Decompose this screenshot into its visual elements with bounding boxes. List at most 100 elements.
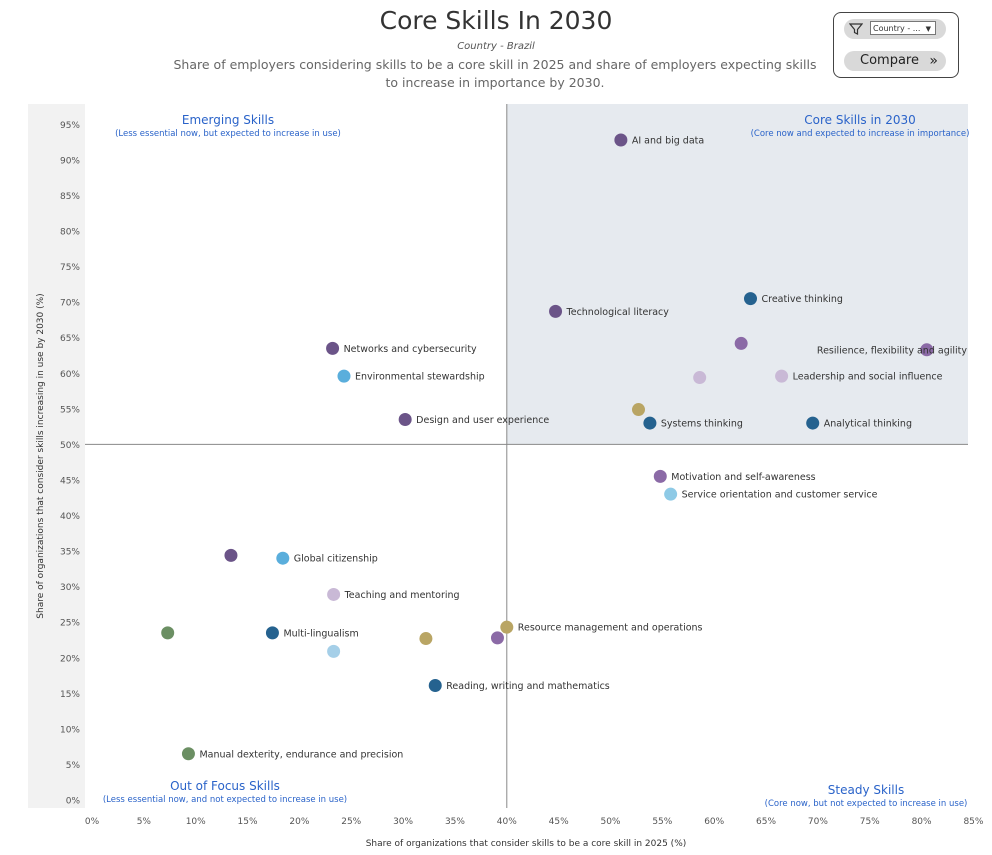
double-chevron-right-icon: » xyxy=(929,53,938,69)
x-tick-label: 60% xyxy=(704,817,724,827)
x-tick-label: 35% xyxy=(445,817,465,827)
compare-button[interactable]: Compare » xyxy=(844,51,946,71)
data-point-label: Networks and cybersecurity xyxy=(344,344,477,355)
y-tick-label: 85% xyxy=(60,192,80,202)
compare-label: Compare xyxy=(860,53,919,68)
data-point xyxy=(775,369,789,383)
emerging-skills-title: Emerging Skills xyxy=(182,113,274,127)
data-point xyxy=(398,413,412,427)
x-tick-label: 65% xyxy=(756,817,776,827)
y-tick-label: 65% xyxy=(60,334,80,344)
caret-down-icon: ▼ xyxy=(925,25,931,33)
data-point-label: Design and user experience xyxy=(416,415,549,426)
y-tick-label: 0% xyxy=(66,797,81,807)
controls-panel: Country - ... ▼ Compare » xyxy=(833,12,959,78)
data-point-label: Global citizenship xyxy=(294,554,378,565)
data-point xyxy=(743,292,757,306)
data-point-label: Teaching and mentoring xyxy=(344,590,460,601)
data-point xyxy=(500,620,514,634)
filter-icon xyxy=(849,23,863,35)
data-point-label: Reading, writing and mathematics xyxy=(446,681,610,692)
y-tick-label: 40% xyxy=(60,512,80,522)
data-point xyxy=(326,341,340,355)
data-point-label: Motivation and self-awareness xyxy=(671,472,815,483)
x-tick-label: 45% xyxy=(549,817,569,827)
x-axis-label: Share of organizations that consider ski… xyxy=(366,839,687,849)
data-point-label: Environmental stewardship xyxy=(355,372,485,383)
data-point xyxy=(734,336,748,350)
x-tick-label: 75% xyxy=(860,817,880,827)
data-point-label: Technological literacy xyxy=(566,307,670,318)
data-point xyxy=(920,343,934,357)
data-point xyxy=(327,644,341,658)
y-tick-label: 10% xyxy=(60,725,80,735)
data-point xyxy=(224,548,238,562)
data-point xyxy=(327,587,341,601)
x-tick-label: 70% xyxy=(808,817,828,827)
y-tick-label: 80% xyxy=(60,228,80,238)
data-point xyxy=(337,369,351,383)
country-select[interactable]: Country - ... ▼ xyxy=(870,21,936,35)
data-point-label: Manual dexterity, endurance and precisio… xyxy=(199,749,403,760)
y-tick-label: 90% xyxy=(60,156,80,166)
data-point-label: AI and big data xyxy=(632,136,704,147)
data-point xyxy=(806,416,820,430)
y-tick-label: 35% xyxy=(60,548,80,558)
country-filter[interactable]: Country - ... ▼ xyxy=(844,19,946,39)
data-point xyxy=(614,133,628,147)
data-point-label: Systems thinking xyxy=(661,419,743,430)
y-tick-label: 55% xyxy=(60,405,80,415)
x-tick-label: 10% xyxy=(186,817,206,827)
y-tick-label: 70% xyxy=(60,299,80,309)
data-point-label: Resilience, flexibility and agility xyxy=(817,345,967,356)
x-tick-label: 80% xyxy=(912,817,932,827)
y-tick-label: 50% xyxy=(60,441,80,451)
x-tick-label: 0% xyxy=(85,817,100,827)
steady-skills-title: Steady Skills xyxy=(828,783,904,797)
x-tick-label: 15% xyxy=(238,817,258,827)
y-tick-label: 30% xyxy=(60,583,80,593)
data-point xyxy=(265,626,279,640)
x-tick-label: 25% xyxy=(341,817,361,827)
x-tick-label: 55% xyxy=(652,817,672,827)
data-point xyxy=(653,469,667,483)
x-tick-label: 85% xyxy=(963,817,983,827)
chart-description: Share of employers considering skills to… xyxy=(173,57,817,90)
data-point xyxy=(643,416,657,430)
x-tick-label: 20% xyxy=(289,817,309,827)
emerging-skills-subtitle: (Less essential now, but expected to inc… xyxy=(115,129,341,139)
y-tick-label: 15% xyxy=(60,690,80,700)
data-point xyxy=(181,747,195,761)
y-tick-label: 25% xyxy=(60,619,80,629)
data-point xyxy=(631,403,645,417)
y-tick-label: 20% xyxy=(60,654,80,664)
y-tick-label: 75% xyxy=(60,263,80,273)
x-tick-label: 5% xyxy=(137,817,152,827)
data-point-label: Analytical thinking xyxy=(824,419,912,430)
core-skills-2030-title: Core Skills in 2030 xyxy=(804,113,916,127)
y-tick-label: 5% xyxy=(66,761,81,771)
data-point-label: Resource management and operations xyxy=(518,623,703,634)
y-axis-label: Share of organizations that consider ski… xyxy=(36,293,46,618)
data-point xyxy=(419,632,433,646)
data-point-label: Creative thinking xyxy=(761,294,842,305)
y-tick-label: 45% xyxy=(60,476,80,486)
country-select-value: Country - ... xyxy=(873,24,921,33)
out-of-focus-skills-subtitle: (Less essential now, and not expected to… xyxy=(103,795,347,805)
chart-title: Core Skills In 2030 xyxy=(379,6,613,35)
steady-skills-subtitle: (Core now, but not expected to increase … xyxy=(765,799,968,809)
country-subtitle: Country - Brazil xyxy=(457,41,535,52)
data-point xyxy=(276,551,290,565)
x-tick-label: 50% xyxy=(600,817,620,827)
y-tick-label: 60% xyxy=(60,370,80,380)
quadrant-core-background xyxy=(506,104,968,445)
data-point xyxy=(490,631,504,645)
core-skills-2030-subtitle: (Core now and expected to increase in im… xyxy=(751,129,970,139)
y-tick-label: 95% xyxy=(60,121,80,131)
x-tick-label: 40% xyxy=(497,817,517,827)
data-point xyxy=(161,626,175,640)
data-point xyxy=(664,487,678,501)
data-point-label: Multi-lingualism xyxy=(283,628,358,639)
out-of-focus-skills-title: Out of Focus Skills xyxy=(170,779,280,793)
